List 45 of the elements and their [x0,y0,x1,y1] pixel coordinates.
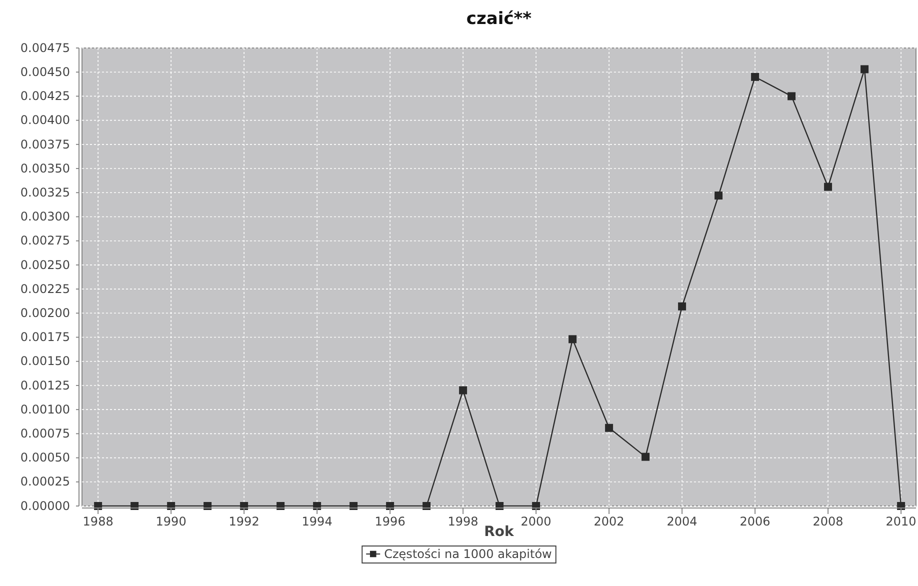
point [642,452,650,461]
y-tick-label: 0.00400 [20,113,70,128]
y-tick-label: 0.00075 [20,426,70,441]
point [568,335,577,344]
y-tick-label: 0.00225 [20,282,70,296]
y-tick-label: 0.00025 [20,474,70,489]
x-axis-title: Rok [484,524,515,540]
y-tick-label: 0.00350 [20,161,70,176]
x-tick-label: 2010 [886,514,916,529]
x-tick-label: 1992 [228,514,260,529]
y-tick-label: 0.00250 [20,258,70,272]
y-tick-label: 0.00100 [20,402,70,416]
legend-label: Częstości na 1000 akapitów [384,547,552,561]
y-tick-label: 0.00450 [20,64,70,79]
y-tick-label: 0.00275 [20,234,70,248]
x-tick-label: 1988 [82,514,114,529]
point [605,424,614,432]
x-tick-label: 1998 [448,514,478,529]
x-tick-label: 2000 [520,514,552,529]
point [459,386,468,394]
point [678,302,686,310]
x-tick-label: 2008 [812,514,844,529]
y-tick-label: 0.00150 [20,354,70,368]
y-tick-label: 0.00300 [20,210,70,224]
x-tick-label: 2002 [594,514,624,529]
y-tick-label: 0.00175 [20,330,70,344]
point [788,92,796,100]
chart-title: czaić** [466,9,532,29]
point [824,182,832,191]
x-tick-label: 1994 [302,514,332,529]
x-tick-label: 2004 [666,514,698,529]
y-tick-label: 0.00125 [20,378,70,392]
y-tick-label: 0.00000 [20,498,70,513]
y-tick-label: 0.00375 [20,137,70,152]
y-tick-label: 0.00475 [20,40,70,55]
point [751,72,760,81]
x-tick-label: 1996 [374,514,406,529]
point [714,192,723,200]
y-tick-label: 0.00200 [20,306,70,320]
x-tick-label: 1990 [156,514,186,529]
y-tick-label: 0.00325 [20,185,70,200]
x-tick-label: 2006 [740,514,770,529]
point [860,65,869,74]
y-tick-label: 0.00425 [20,89,70,104]
y-tick-label: 0.00050 [20,450,70,465]
